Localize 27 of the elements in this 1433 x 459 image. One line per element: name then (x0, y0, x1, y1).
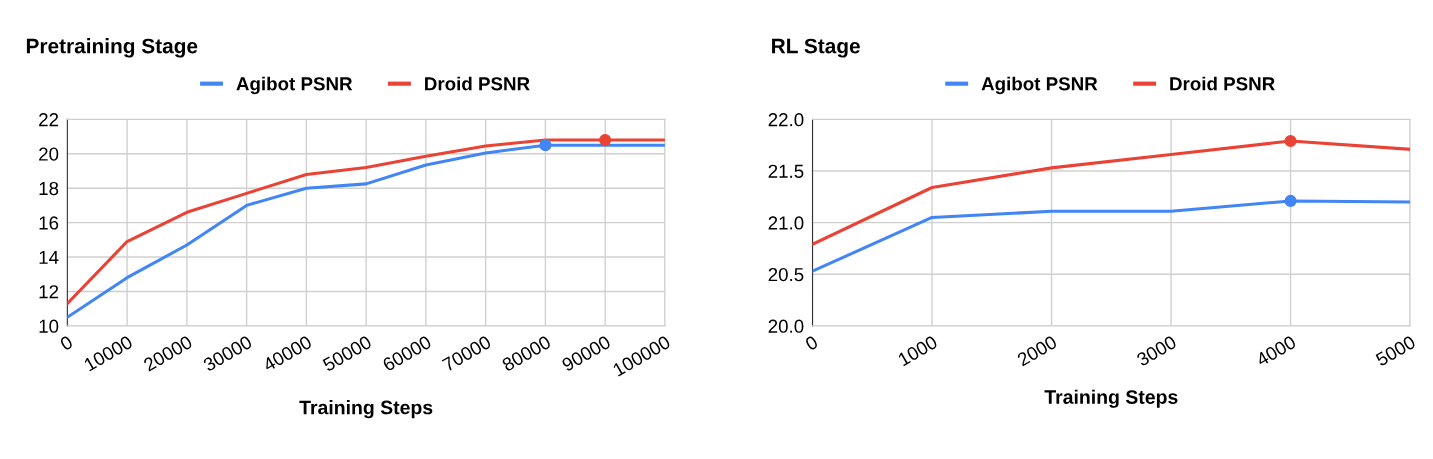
x-tick-label: 0 (59, 335, 74, 351)
y-tick-label: 20 (39, 147, 59, 161)
y-tick-label: 22 (39, 113, 59, 127)
legend-label: Droid PSNR (425, 76, 530, 91)
y-tick-label: 22.0 (768, 113, 804, 127)
x-axis-title: Training Steps (1044, 389, 1178, 408)
x-tick-label: 4000 (1255, 335, 1297, 367)
chart-title: Pretraining Stage (26, 38, 198, 58)
y-tick-label: 16 (39, 216, 59, 230)
legend-label: Agibot PSNR (236, 76, 353, 95)
y-tick-label: 21.0 (768, 216, 804, 230)
x-axis-title: Training Steps (299, 400, 433, 419)
x-tick-label: 3000 (1135, 335, 1178, 367)
y-tick-label: 20.5 (768, 267, 804, 282)
x-tick-label: 0 (804, 335, 819, 351)
y-tick-label: 12 (39, 285, 59, 299)
legend-label: Agibot PSNR (981, 76, 1098, 95)
y-tick-label: 18 (39, 181, 59, 196)
x-tick-label: 2000 (1016, 335, 1058, 367)
legend-label: Droid PSNR (1170, 76, 1275, 91)
y-tick-label: 21.5 (768, 164, 804, 178)
y-tick-label: 20.0 (768, 319, 804, 333)
x-tick-label: 1000 (897, 335, 939, 367)
x-tick-label: 5000 (1374, 335, 1417, 367)
y-tick-label: 14 (39, 250, 59, 264)
y-tick-label: 10 (39, 319, 59, 333)
chart-title: RL Stage (772, 38, 860, 58)
